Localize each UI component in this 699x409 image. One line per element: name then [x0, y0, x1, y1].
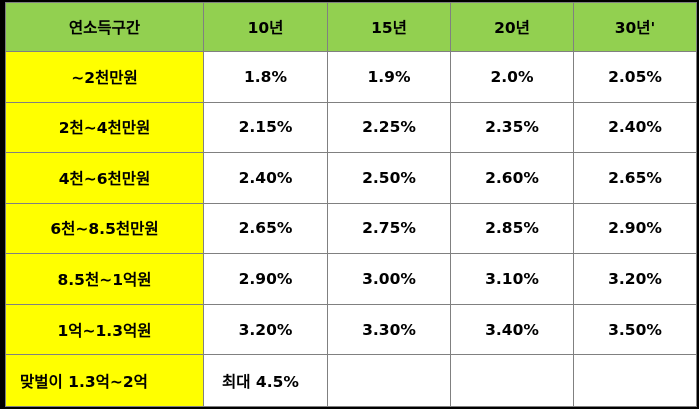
table-row: 맞벌이 1.3억~2억 최대 4.5%: [5, 354, 697, 407]
rate-cell: 2.65%: [203, 202, 328, 255]
rate-cell: 2.75%: [327, 202, 451, 255]
header-30-year: 30년': [573, 2, 697, 52]
income-bracket-label: 2천~4천만원: [5, 101, 204, 154]
rate-cell: 3.40%: [450, 303, 574, 356]
rate-cell: 3.30%: [327, 303, 451, 356]
header-row: 연소득구간 10년 15년 20년 30년': [5, 2, 697, 52]
rate-cell: 2.40%: [573, 101, 697, 154]
interest-rate-table: 연소득구간 10년 15년 20년 30년' ~2천만원 1.8% 1.9% 2…: [5, 2, 697, 407]
rate-cell: [327, 354, 451, 407]
header-20-year: 20년: [450, 2, 574, 52]
rate-cell: 3.10%: [450, 253, 574, 305]
rate-cell: 3.20%: [203, 303, 328, 356]
rate-cell: 2.65%: [573, 152, 697, 204]
header-15-year: 15년: [327, 2, 451, 52]
rate-cell: 2.40%: [203, 152, 328, 204]
rate-cell: 2.90%: [573, 202, 697, 255]
rate-cell: 1.9%: [327, 51, 451, 103]
rate-cell: 2.25%: [327, 101, 451, 154]
rate-cell: 3.20%: [573, 253, 697, 305]
rate-cell: 1.8%: [203, 51, 328, 103]
rate-cell: [450, 354, 574, 407]
income-bracket-label: ~2천만원: [5, 51, 204, 103]
table-row: 1억~1.3억원 3.20% 3.30% 3.40% 3.50%: [5, 303, 697, 356]
rate-cell: 2.85%: [450, 202, 574, 255]
income-bracket-label: 6천~8.5천만원: [5, 202, 204, 255]
table-row: 6천~8.5천만원 2.65% 2.75% 2.85% 2.90%: [5, 202, 697, 255]
rate-cell: 2.15%: [203, 101, 328, 154]
rate-cell: 2.05%: [573, 51, 697, 103]
table-row: 4천~6천만원 2.40% 2.50% 2.60% 2.65%: [5, 152, 697, 204]
table-row: 8.5천~1억원 2.90% 3.00% 3.10% 3.20%: [5, 253, 697, 305]
rate-cell: 3.00%: [327, 253, 451, 305]
rate-cell: [573, 354, 697, 407]
rate-cell: 2.60%: [450, 152, 574, 204]
income-bracket-label: 8.5천~1억원: [5, 253, 204, 305]
rate-cell: 2.35%: [450, 101, 574, 154]
table-row: ~2천만원 1.8% 1.9% 2.0% 2.05%: [5, 51, 697, 103]
header-income-bracket: 연소득구간: [5, 2, 204, 52]
income-bracket-label: 4천~6천만원: [5, 152, 204, 204]
income-bracket-label: 맞벌이 1.3억~2억: [5, 354, 204, 407]
rate-cell: 3.50%: [573, 303, 697, 356]
rate-cell: 2.50%: [327, 152, 451, 204]
header-10-year: 10년: [203, 2, 328, 52]
rate-cell: 2.0%: [450, 51, 574, 103]
rate-cell: 2.90%: [203, 253, 328, 305]
rate-cell: 최대 4.5%: [203, 354, 328, 407]
income-bracket-label: 1억~1.3억원: [5, 303, 204, 356]
table-row: 2천~4천만원 2.15% 2.25% 2.35% 2.40%: [5, 101, 697, 154]
